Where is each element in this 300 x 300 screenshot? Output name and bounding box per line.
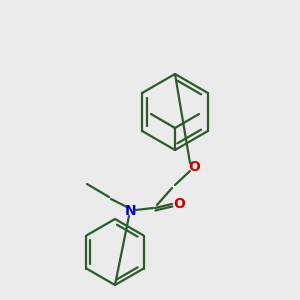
Text: N: N (125, 204, 137, 218)
Text: O: O (173, 197, 185, 211)
Text: O: O (188, 160, 200, 174)
